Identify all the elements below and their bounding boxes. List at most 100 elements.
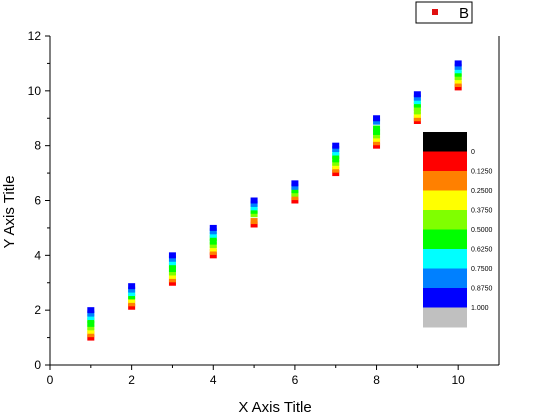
color-scale-swatch — [423, 288, 467, 308]
data-point — [87, 310, 95, 317]
data-point — [168, 269, 176, 276]
y-tick-label: 10 — [28, 84, 42, 98]
color-scale-label: 0.8750 — [471, 286, 493, 293]
x-tick-label: 4 — [210, 373, 217, 387]
data-point — [291, 197, 299, 204]
color-scale-swatch — [423, 210, 467, 230]
data-point — [168, 255, 176, 262]
data-point — [87, 324, 95, 331]
color-scale-legend: 0 0.1250 0.2500 0.3750 0.5000 0.6250 0.7500 0.8… — [423, 132, 493, 328]
data-point — [250, 207, 258, 214]
data-point — [209, 235, 217, 242]
data-point — [87, 307, 95, 314]
data-point — [413, 108, 421, 115]
color-scale-swatch — [423, 151, 467, 172]
data-point — [413, 104, 421, 111]
color-scale-swatch — [423, 229, 467, 250]
legend-box — [415, 1, 473, 24]
data-point — [250, 197, 258, 204]
data-point — [209, 231, 217, 238]
data-point — [168, 266, 176, 273]
x-tick-label: 10 — [452, 373, 466, 387]
data-point — [373, 142, 381, 149]
data-point — [454, 74, 462, 81]
data-point — [332, 163, 340, 170]
y-tick-label: 2 — [34, 303, 41, 317]
data-point — [332, 156, 340, 163]
y-axis-title: Y Axis Title — [1, 175, 18, 248]
data-point — [87, 320, 95, 327]
data-point — [373, 135, 381, 142]
y-tick-label: 4 — [34, 248, 41, 262]
data-point — [413, 101, 421, 108]
data-point — [87, 334, 95, 341]
data-point — [209, 242, 217, 249]
data-point — [373, 125, 381, 132]
data-point — [209, 245, 217, 252]
x-tick-label: 2 — [128, 373, 135, 387]
data-point — [332, 166, 340, 173]
data-point — [168, 252, 176, 259]
data-point — [454, 67, 462, 74]
data-point — [373, 115, 381, 122]
data-point — [128, 283, 136, 290]
data-point — [332, 159, 340, 166]
data-point — [413, 111, 421, 118]
data-point — [209, 238, 217, 245]
data-point — [373, 139, 381, 146]
data-point — [454, 77, 462, 84]
data-point — [128, 300, 136, 307]
data-point — [128, 286, 136, 293]
data-point — [87, 317, 95, 324]
color-scale-label: 0 — [471, 149, 475, 156]
data-point — [413, 98, 421, 105]
color-scale-swatch — [423, 132, 467, 152]
data-point — [128, 293, 136, 300]
data-point — [454, 70, 462, 77]
y-axis-ticks: 0 2 4 6 8 10 12 — [28, 29, 50, 372]
color-scale-swatch — [423, 190, 467, 211]
x-axis-title: X Axis Title — [238, 399, 311, 416]
data-point — [413, 91, 421, 98]
data-point — [87, 331, 95, 338]
data-point — [454, 63, 462, 70]
data-point — [250, 211, 258, 218]
data-point — [454, 60, 462, 67]
data-point — [87, 327, 95, 334]
color-scale-swatch — [423, 307, 467, 328]
x-tick-label: 8 — [373, 373, 380, 387]
color-scale-label: 0.6250 — [471, 247, 493, 254]
data-point — [332, 142, 340, 149]
data-point — [250, 221, 258, 228]
data-point — [413, 94, 421, 101]
data-point — [168, 272, 176, 279]
data-point — [413, 115, 421, 122]
data-point — [87, 314, 95, 321]
data-point — [373, 128, 381, 135]
data-point — [209, 248, 217, 255]
data-point — [209, 224, 217, 231]
color-scale-swatch — [423, 171, 467, 191]
data-point — [332, 170, 340, 177]
data-point — [128, 290, 136, 297]
data-point — [128, 303, 136, 310]
x-axis-ticks: 0 2 4 6 8 10 — [47, 365, 466, 387]
data-point — [250, 204, 258, 211]
data-point — [291, 190, 299, 197]
data-point — [332, 149, 340, 156]
data-point — [250, 218, 258, 225]
x-tick-label: 0 — [47, 373, 54, 387]
data-point — [128, 296, 136, 303]
data-point — [250, 200, 258, 207]
data-point — [209, 228, 217, 235]
data-point — [168, 279, 176, 286]
y-tick-label: 12 — [28, 29, 42, 43]
data-point — [373, 132, 381, 139]
data-point — [454, 80, 462, 87]
legend-marker-b — [432, 9, 438, 15]
legend-label-b: B — [459, 5, 469, 22]
color-scale-label: 0.1250 — [471, 169, 493, 176]
color-scale-label: 0.7500 — [471, 266, 493, 273]
data-point — [373, 118, 381, 125]
